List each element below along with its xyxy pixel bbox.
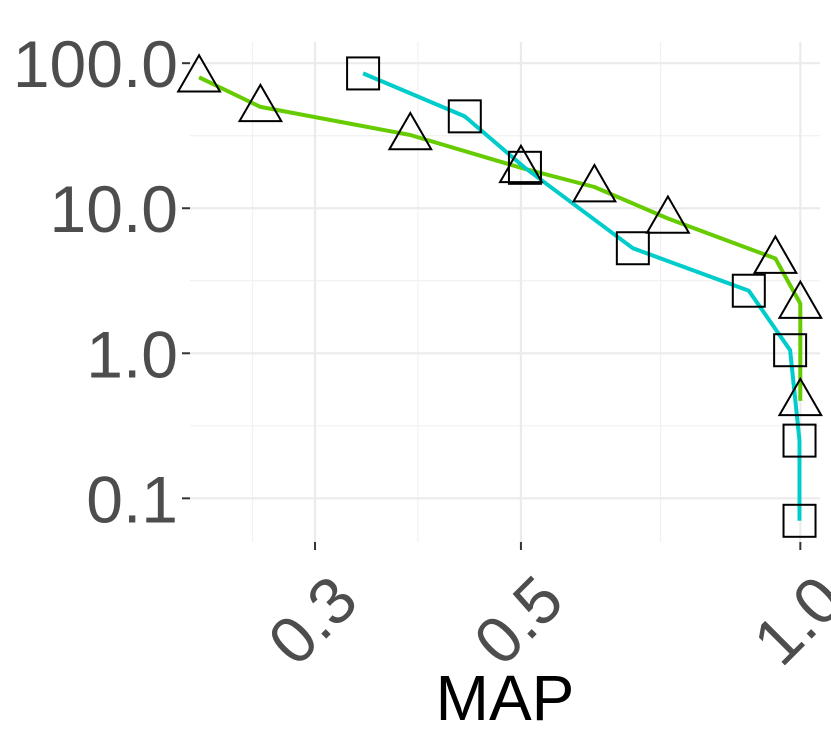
square-point [782, 503, 817, 538]
square-point [731, 273, 766, 308]
y-tick-label: 0.1 [86, 462, 178, 536]
square-point [346, 56, 381, 91]
triangle-point [176, 53, 222, 93]
square-point [615, 231, 650, 266]
y-tick-labels: 0.1 1.0 10.0 100.0 [13, 27, 178, 536]
triangle-point [777, 376, 823, 417]
y-tick-label: 1.0 [86, 317, 178, 391]
series-line-triangle [198, 75, 803, 401]
triangle-point [752, 234, 799, 274]
y-tick-label: 10.0 [50, 172, 178, 246]
triangle-point [387, 110, 433, 151]
square-point [782, 423, 817, 458]
y-tick-label: 100.0 [13, 27, 178, 101]
series-lines [198, 71, 803, 521]
triangle-point [777, 279, 823, 319]
x-tick-label: 0.3 [254, 562, 371, 679]
triangle-point [645, 194, 691, 234]
square-point [773, 333, 808, 368]
series-markers [176, 53, 823, 538]
triangle-point [237, 82, 284, 123]
grid-major [190, 42, 820, 542]
axis-ticks [182, 62, 802, 550]
square-point [447, 99, 482, 134]
grid-minor [190, 42, 820, 542]
x-axis-title: MAP [436, 662, 575, 734]
triangle-point [571, 163, 618, 203]
triangle-point [498, 143, 544, 184]
square-point [507, 150, 542, 185]
x-tick-label: 1.0 [739, 562, 831, 679]
